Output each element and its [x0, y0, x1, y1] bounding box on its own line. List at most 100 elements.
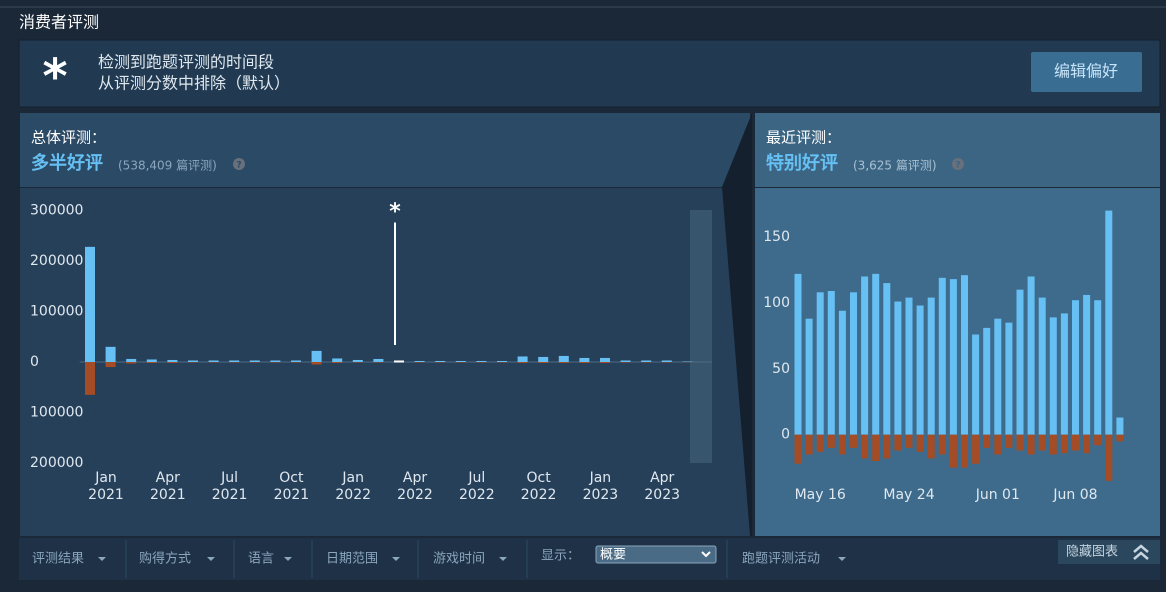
bar [249, 360, 260, 362]
filter-item[interactable]: 语言 [248, 552, 274, 567]
bar [146, 362, 157, 364]
bar [229, 360, 240, 362]
bar [972, 434, 980, 464]
y-tick-label: 0 [781, 427, 790, 443]
bar [167, 359, 178, 362]
bar [414, 362, 425, 363]
bar [916, 305, 924, 435]
hide-button-label[interactable]: 隐藏图表 [1066, 545, 1118, 560]
notice-box [18, 39, 1161, 108]
bar [146, 359, 157, 362]
bar [517, 362, 528, 364]
x-tick-label: May 16 [795, 487, 846, 503]
bar [105, 362, 116, 368]
filter-item[interactable]: 游戏时间 [433, 552, 485, 567]
bar [1027, 434, 1035, 455]
bar [579, 357, 590, 362]
bar [85, 246, 95, 362]
bar [1016, 434, 1024, 451]
bar [435, 360, 446, 362]
bar [126, 362, 137, 364]
bar [961, 275, 968, 435]
bar [1060, 313, 1068, 435]
bar [620, 362, 631, 363]
bar [538, 362, 549, 364]
bar [1005, 434, 1013, 448]
bar [1016, 289, 1024, 435]
bar [167, 362, 178, 364]
bar [861, 276, 869, 435]
bar [579, 362, 590, 364]
hide-button[interactable] [1058, 540, 1160, 564]
edit-button[interactable] [1031, 52, 1142, 92]
bar [435, 362, 446, 363]
bar [938, 277, 946, 435]
bar [311, 362, 322, 365]
help-mark[interactable]: ? [236, 161, 241, 171]
overall-header [20, 113, 750, 187]
bar [270, 360, 281, 362]
bar [850, 434, 857, 448]
bar [1049, 434, 1057, 455]
bar [291, 362, 301, 363]
bar [805, 318, 813, 435]
bar [905, 434, 913, 448]
dropdown-arrow [98, 557, 106, 561]
filter-item[interactable]: 购得方式 [139, 551, 191, 567]
filter-item[interactable]: 日期范围 [326, 552, 378, 567]
bar [850, 292, 857, 435]
x-tick-label: Jan 2021 [88, 470, 124, 503]
y-tick-label: 100000 [30, 405, 83, 421]
bar [105, 346, 116, 362]
bar [85, 362, 95, 395]
x-tick-label: Apr 2023 [644, 470, 680, 503]
y-tick-label: 100 [763, 295, 790, 311]
x-tick-label: Jan 2023 [583, 470, 619, 503]
bar [538, 356, 549, 362]
bar [682, 361, 693, 362]
bar [188, 362, 198, 363]
edit-button-label[interactable]: 编辑偏好 [1054, 62, 1118, 81]
bar [661, 360, 672, 362]
bar [311, 350, 322, 362]
x-tick-label: Jan 2022 [335, 470, 371, 503]
y-tick-label: 50 [772, 361, 790, 377]
bar [838, 434, 846, 455]
display-select[interactable] [595, 545, 717, 564]
bar [373, 362, 384, 363]
bar [883, 434, 891, 459]
bar [641, 360, 652, 362]
help-icon[interactable] [952, 158, 964, 170]
help-mark[interactable]: ? [955, 161, 960, 171]
bar [927, 434, 935, 459]
display-value[interactable]: 概要 [600, 548, 626, 563]
y-tick-label: 300000 [30, 203, 83, 219]
bar [816, 434, 824, 452]
hide-icon [1133, 544, 1149, 560]
help-icon[interactable] [233, 158, 245, 170]
dropdown-arrow [284, 557, 292, 561]
bar [1083, 294, 1091, 435]
bar [838, 310, 846, 435]
bar [373, 358, 384, 362]
filter-item[interactable]: 评测结果 [32, 552, 84, 567]
bar [794, 273, 802, 435]
bar [476, 360, 487, 362]
bar [476, 362, 487, 363]
offtopic-filter[interactable]: 跑题评测活动 [742, 552, 820, 567]
notice-icon: * [42, 49, 67, 105]
bar [1049, 317, 1057, 435]
y-tick-label: 200000 [30, 455, 83, 471]
y-tick-label: 150 [763, 229, 790, 245]
bar [188, 360, 198, 362]
recent-count: (3,625 篇评测) [853, 158, 937, 173]
range-selector[interactable] [690, 210, 712, 463]
bar [641, 362, 652, 363]
bar [961, 434, 968, 468]
bar [455, 362, 466, 363]
section-title: 消费者评测 [19, 13, 99, 32]
bar [1027, 276, 1035, 435]
bar [352, 362, 363, 363]
bar [600, 362, 610, 364]
bar [291, 360, 301, 362]
